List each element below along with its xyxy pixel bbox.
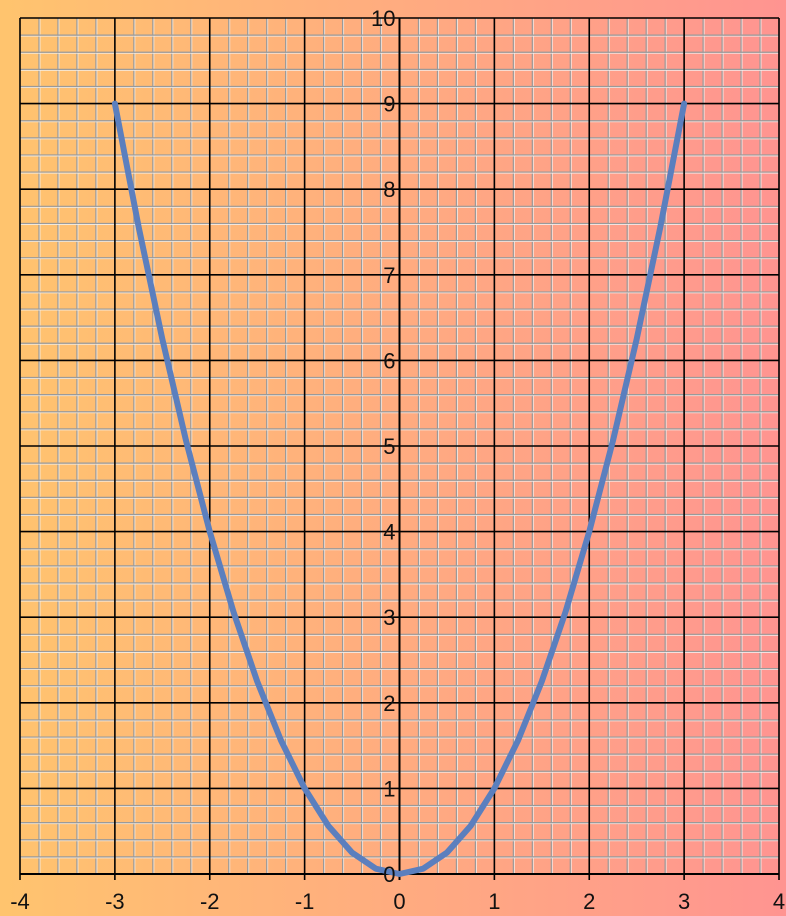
- y-tick-label: 5: [383, 434, 395, 459]
- y-tick-label: 6: [383, 348, 395, 373]
- y-tick-label: 2: [383, 691, 395, 716]
- y-tick-label: 3: [383, 605, 395, 630]
- y-tick-label: 0: [383, 862, 395, 887]
- x-tick-label: 1: [488, 889, 500, 914]
- x-tick-label: -4: [10, 889, 30, 914]
- tick-labels: -4 -3 -2 -1 0 1 2 3 4 0 1 2 3 4 5 6 7 8 9 10: [10, 6, 785, 914]
- x-tick-label: 3: [678, 889, 690, 914]
- series-line-0: [111, 100, 688, 877]
- y-tick-label: 9: [383, 92, 395, 117]
- x-tick-label: -3: [105, 889, 125, 914]
- x-tick-label: 0: [393, 889, 405, 914]
- y-tick-label: 8: [383, 177, 395, 202]
- y-tick-label: 7: [383, 263, 395, 288]
- y-tick-label: 10: [371, 6, 395, 31]
- x-tick-label: 2: [583, 889, 595, 914]
- x-tick-label: -2: [200, 889, 220, 914]
- curve-layer: [111, 100, 688, 877]
- x-tick-label: 4: [773, 889, 785, 914]
- y-tick-label: 4: [383, 520, 395, 545]
- y-tick-label: 1: [383, 776, 395, 801]
- x-tick-label: -1: [295, 889, 315, 914]
